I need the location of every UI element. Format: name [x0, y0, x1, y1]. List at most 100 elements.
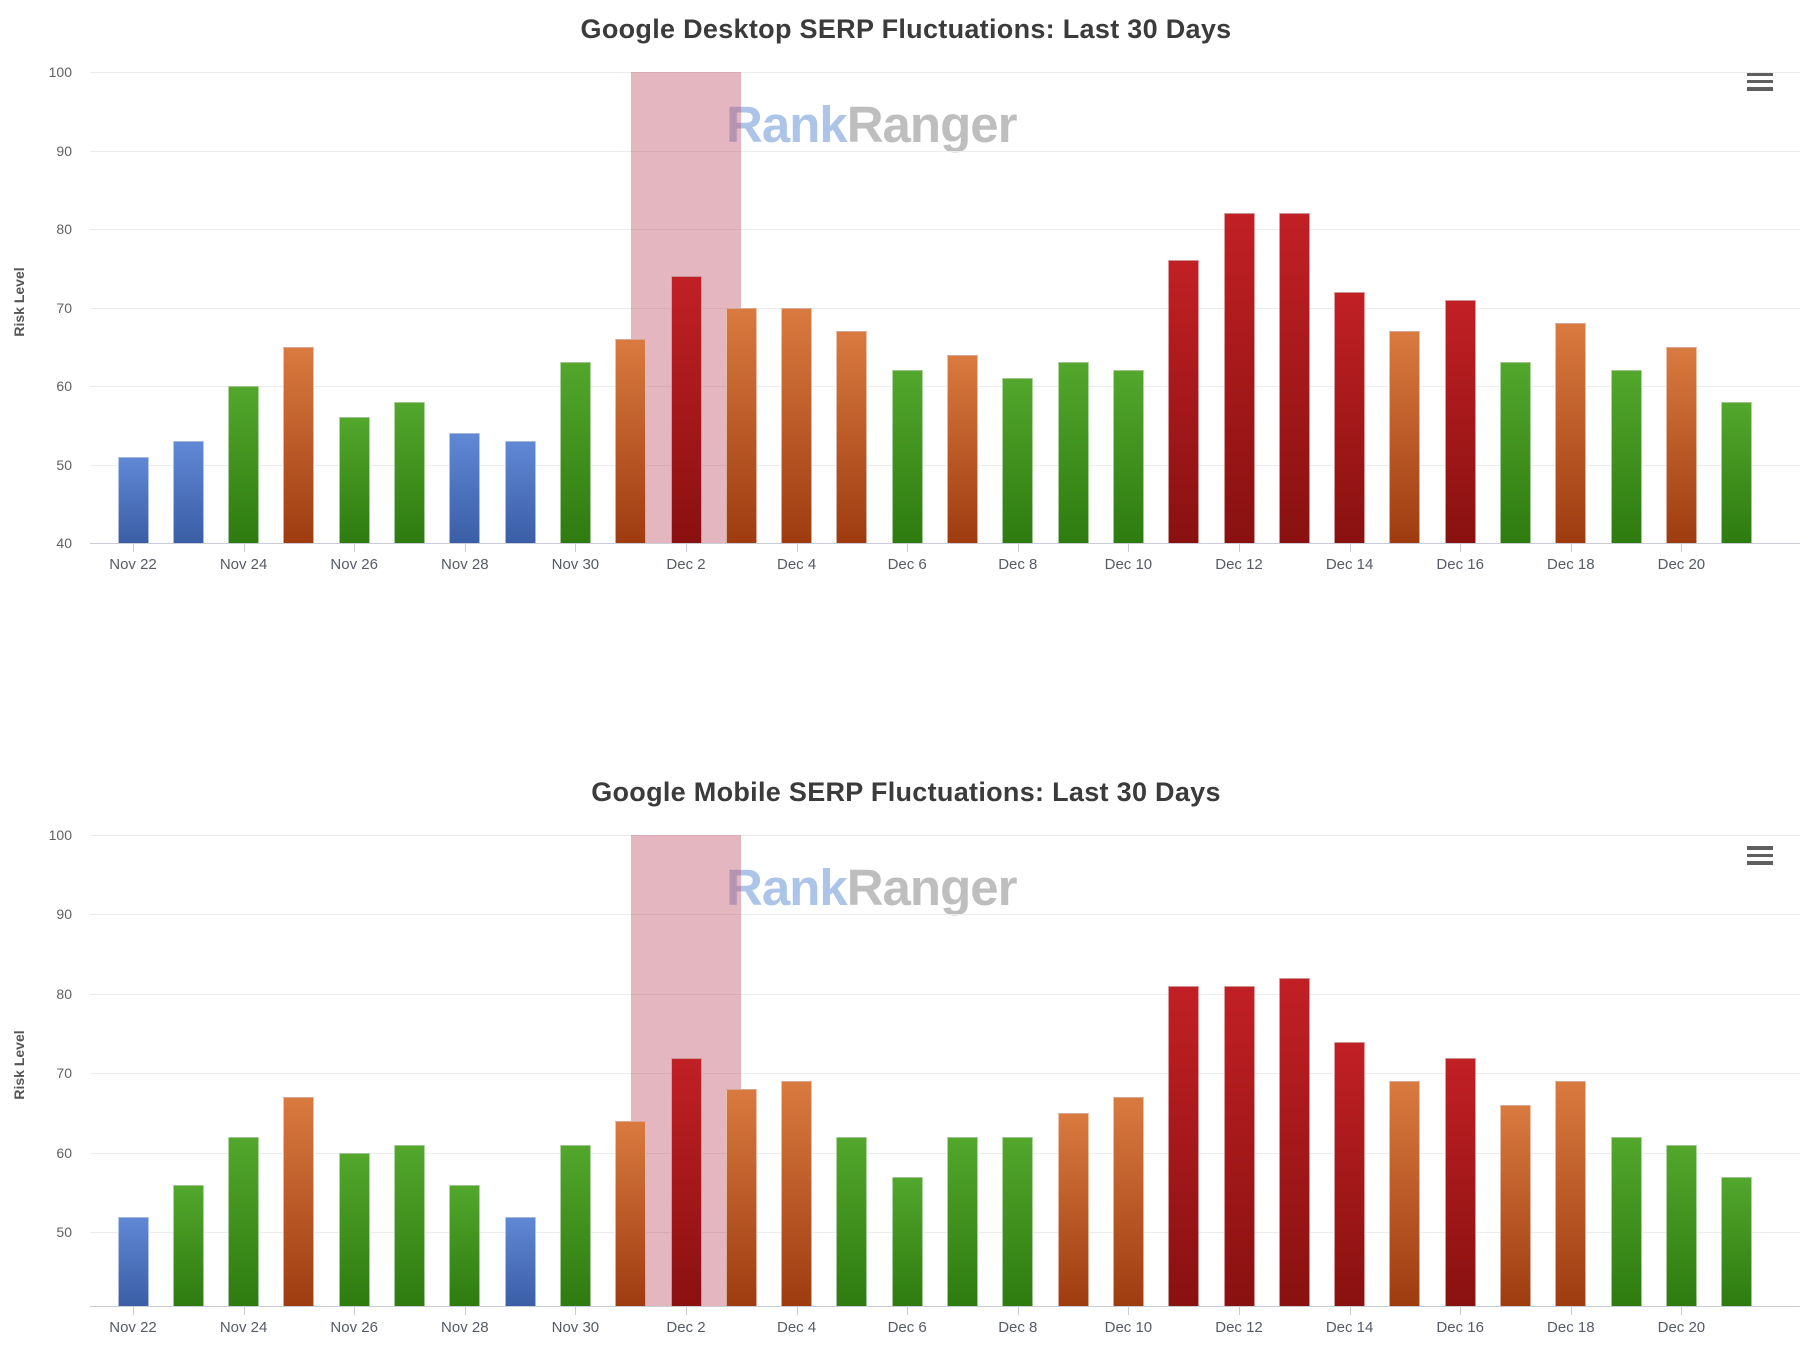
- bar-dec-11[interactable]: [1168, 986, 1200, 1306]
- bar-dec-12[interactable]: [1223, 986, 1255, 1306]
- bar-dec-14[interactable]: [1334, 1041, 1366, 1306]
- bar-dec-4[interactable]: [781, 307, 813, 543]
- gridline-60: [90, 1152, 1800, 1154]
- bar-nov-22[interactable]: [117, 456, 149, 543]
- chart-menu-icon[interactable]: [1747, 846, 1773, 869]
- x-tick-mark: [1681, 1306, 1683, 1315]
- bar-nov-23[interactable]: [172, 1184, 204, 1306]
- bar-nov-24[interactable]: [228, 1137, 260, 1306]
- bar-dec-20[interactable]: [1665, 346, 1697, 543]
- bar-dec-20[interactable]: [1665, 1145, 1697, 1306]
- rankranger-watermark: RankRanger: [726, 858, 1017, 917]
- x-tick-label: Dec 12: [1215, 1319, 1263, 1336]
- bar-dec-8[interactable]: [1002, 1137, 1034, 1306]
- x-tick-mark: [796, 543, 798, 552]
- bar-dec-8[interactable]: [1002, 378, 1034, 543]
- y-tick-label: 90: [56, 906, 72, 923]
- x-tick-label: Dec 12: [1215, 556, 1263, 573]
- chart-title: Google Mobile SERP Fluctuations: Last 30…: [591, 777, 1221, 807]
- bar-dec-10[interactable]: [1112, 370, 1144, 543]
- chart-menu-icon[interactable]: [1747, 72, 1773, 95]
- x-tick-mark: [354, 1306, 356, 1315]
- x-tick-mark: [464, 543, 466, 552]
- x-tick-label: Dec 20: [1657, 1319, 1706, 1336]
- bar-nov-26[interactable]: [338, 1152, 370, 1306]
- bar-dec-16[interactable]: [1444, 1057, 1476, 1306]
- bar-dec-4[interactable]: [781, 1081, 813, 1306]
- x-tick-mark: [1349, 543, 1351, 552]
- bar-nov-30[interactable]: [559, 362, 591, 543]
- bar-dec-6[interactable]: [891, 370, 923, 543]
- x-tick-label: Nov 30: [551, 556, 600, 573]
- watermark-ranger: Ranger: [846, 96, 1018, 153]
- bar-nov-30[interactable]: [559, 1145, 591, 1306]
- bar-nov-27[interactable]: [394, 1145, 425, 1306]
- watermark-rank: Rank: [726, 96, 848, 153]
- x-tick-mark: [575, 543, 577, 552]
- bar-dec-13[interactable]: [1278, 978, 1310, 1306]
- bar-dec-19[interactable]: [1610, 370, 1642, 543]
- x-tick-mark: [686, 1306, 687, 1315]
- bar-dec-16[interactable]: [1444, 299, 1476, 543]
- bar-dec-17[interactable]: [1500, 1105, 1531, 1306]
- y-tick-label: 80: [56, 985, 72, 1002]
- bar-dec-5[interactable]: [836, 331, 868, 543]
- y-tick-label: 40: [56, 535, 72, 551]
- x-tick-label: Dec 18: [1547, 1319, 1595, 1336]
- bar-dec-14[interactable]: [1334, 291, 1366, 543]
- gridline-50: [90, 464, 1800, 466]
- bar-nov-26[interactable]: [338, 417, 370, 543]
- bar-nov-23[interactable]: [172, 440, 204, 543]
- x-tick-mark: [1128, 543, 1130, 552]
- gridline-80: [90, 993, 1800, 995]
- bar-dec-19[interactable]: [1610, 1137, 1642, 1306]
- bar-dec-2[interactable]: [670, 276, 702, 543]
- bar-dec-21[interactable]: [1721, 401, 1753, 543]
- bar-dec-15[interactable]: [1389, 1081, 1421, 1306]
- bar-dec-12[interactable]: [1223, 213, 1255, 543]
- y-tick-label: 80: [56, 221, 72, 237]
- bar-dec-7[interactable]: [947, 1137, 978, 1306]
- bar-nov-29[interactable]: [504, 440, 536, 543]
- bar-dec-17[interactable]: [1500, 362, 1531, 543]
- bar-nov-27[interactable]: [394, 401, 425, 543]
- bar-nov-22[interactable]: [117, 1216, 149, 1306]
- y-tick-label: 60: [56, 378, 72, 394]
- x-tick-mark: [1017, 1306, 1019, 1315]
- bar-nov-28[interactable]: [449, 1184, 481, 1306]
- bar-dec-11[interactable]: [1168, 260, 1200, 543]
- bar-dec-13[interactable]: [1278, 213, 1310, 543]
- x-tick-mark: [796, 1306, 798, 1315]
- bar-nov-29[interactable]: [504, 1216, 536, 1306]
- x-tick-mark: [1681, 543, 1683, 552]
- bar-nov-28[interactable]: [449, 433, 481, 543]
- gridline-70: [90, 307, 1800, 309]
- bar-dec-3[interactable]: [725, 1089, 757, 1306]
- rankranger-watermark: RankRanger: [726, 95, 1018, 154]
- bar-dec-7[interactable]: [947, 354, 978, 543]
- bar-dec-5[interactable]: [836, 1137, 868, 1306]
- bar-dec-18[interactable]: [1555, 1081, 1587, 1306]
- bar-dec-15[interactable]: [1389, 331, 1421, 543]
- y-tick-label: 70: [56, 1065, 72, 1082]
- x-tick-label: Dec 2: [666, 1319, 706, 1336]
- x-tick-label: Nov 24: [219, 1319, 268, 1336]
- bar-nov-24[interactable]: [228, 386, 260, 543]
- bar-dec-1[interactable]: [615, 1121, 647, 1306]
- x-tick-mark: [907, 543, 909, 552]
- bar-dec-21[interactable]: [1721, 1176, 1753, 1306]
- bar-dec-1[interactable]: [615, 338, 647, 543]
- gridline-70: [90, 1073, 1800, 1075]
- bar-dec-9[interactable]: [1057, 1113, 1089, 1306]
- bar-nov-25[interactable]: [283, 1097, 315, 1306]
- bar-dec-10[interactable]: [1112, 1097, 1144, 1306]
- bar-dec-9[interactable]: [1057, 362, 1089, 543]
- y-tick-label: 90: [56, 142, 72, 159]
- bar-dec-6[interactable]: [891, 1176, 923, 1306]
- bar-dec-3[interactable]: [725, 307, 757, 543]
- bar-dec-2[interactable]: [670, 1057, 702, 1306]
- gridline-80: [90, 229, 1800, 230]
- bar-nov-25[interactable]: [283, 346, 315, 543]
- x-tick-label: Dec 4: [777, 556, 817, 573]
- bar-dec-18[interactable]: [1555, 323, 1587, 543]
